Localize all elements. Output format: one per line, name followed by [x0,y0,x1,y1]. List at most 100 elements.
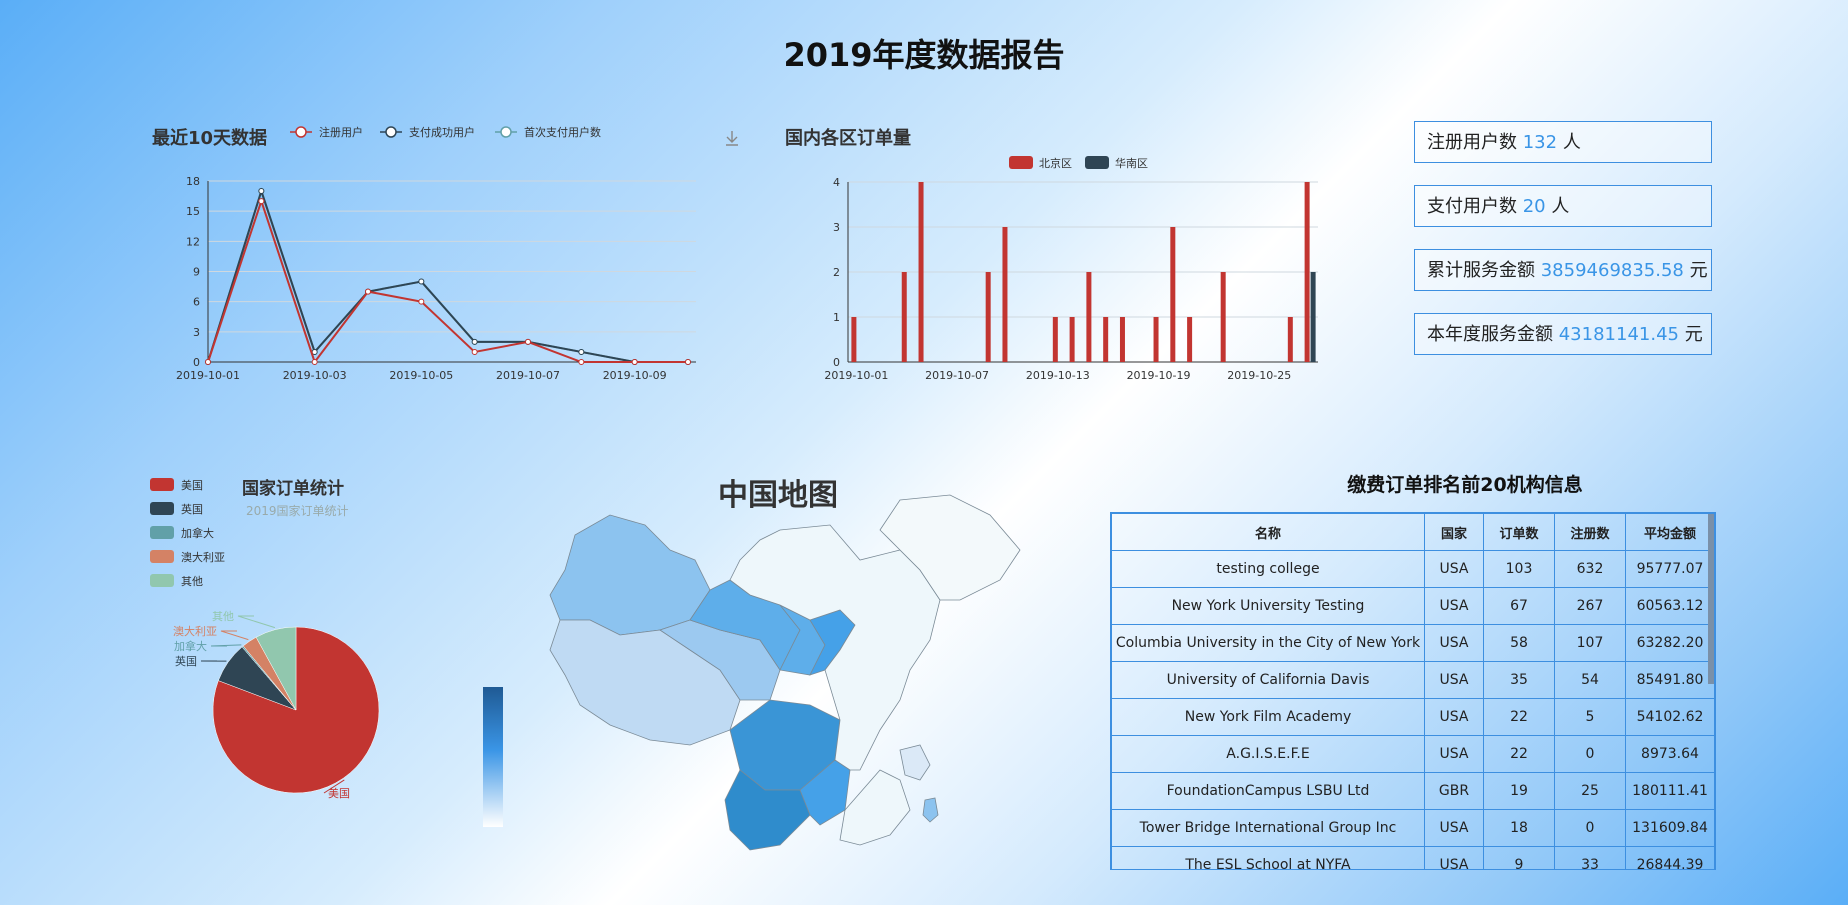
table-row[interactable]: New York Film Academy USA 22 5 54102.62 [1111,698,1715,736]
legend-label[interactable]: 北京区 [1039,156,1072,170]
table-row[interactable]: Columbia University in the City of New Y… [1111,624,1715,662]
table-cell: USA [1424,735,1484,773]
table-cell: 54 [1554,661,1626,699]
map-region[interactable] [724,769,811,851]
pie-slice[interactable] [255,626,297,711]
map-visual-map-bar[interactable] [483,687,503,827]
bar[interactable] [985,272,991,362]
table-cell: 22 [1483,698,1555,736]
col-header-avg-amount: 平均金额 [1625,513,1715,551]
legend-label[interactable]: 其他 [181,575,203,588]
legend-label[interactable]: 英国 [181,502,203,516]
table-cell: USA [1424,661,1484,699]
legend-label[interactable]: 澳大利亚 [181,550,225,564]
data-point[interactable] [578,348,585,355]
bar[interactable] [1052,317,1058,362]
table-cell: 25 [1554,772,1626,810]
table-cell: New York Film Academy [1111,698,1425,736]
data-point[interactable] [418,298,425,305]
table-cell: USA [1424,587,1484,625]
legend-marker[interactable] [1085,156,1109,169]
col-header-orders: 订单数 [1483,513,1555,551]
bar[interactable] [1069,317,1075,362]
table-cell: 180111.41 [1625,772,1715,810]
map-region[interactable] [879,494,1021,601]
table-row[interactable]: University of California Davis USA 35 54 854… [1111,661,1715,699]
pie-label: 加拿大 [174,639,207,653]
y-tick-label: 0 [833,356,840,369]
legend-marker[interactable] [150,478,174,491]
legend-marker[interactable] [500,126,512,138]
map-region[interactable] [922,797,939,823]
data-point[interactable] [471,338,478,345]
legend-label[interactable]: 首次支付用户数 [524,125,601,139]
y-tick-label: 15 [186,205,200,218]
table-row[interactable]: New York University Testing USA 67 267 60563… [1111,587,1715,625]
legend-marker[interactable] [150,526,174,539]
bar[interactable] [918,182,924,362]
stat-label: 本年度服务金额 [1427,324,1553,345]
table-cell: 107 [1554,624,1626,662]
table-row[interactable]: A.G.I.S.E.F.E USA 22 0 8973.64 [1111,735,1715,773]
ranking-table-container[interactable]: 名称 国家 订单数 注册数 平均金额 testing college USA 103… [1110,512,1716,870]
table-cell: 63282.20 [1625,624,1715,662]
bar[interactable] [1287,317,1293,362]
table-scrollbar[interactable] [1708,514,1714,684]
data-point[interactable] [258,198,265,205]
data-point[interactable] [258,188,265,195]
data-point[interactable] [578,359,585,365]
map-region[interactable] [549,514,711,636]
legend-marker[interactable] [385,126,397,138]
legend-label[interactable]: 注册用户 [319,125,363,139]
data-point[interactable] [205,359,211,365]
table-cell: A.G.I.S.E.F.E [1111,735,1425,773]
bar[interactable] [851,317,857,362]
legend-marker[interactable] [1009,156,1033,169]
legend-label[interactable]: 加拿大 [181,526,214,540]
bar[interactable] [1187,317,1193,362]
table-row[interactable]: FoundationCampus LSBU Ltd GBR 19 25 180111.4… [1111,772,1715,810]
table-row[interactable]: Tower Bridge International Group Inc USA 1… [1111,809,1715,847]
pie-slice[interactable] [212,626,380,794]
legend-marker[interactable] [150,550,174,563]
data-point[interactable] [525,338,531,345]
bar[interactable] [1086,272,1092,362]
x-tick-label: 2019-10-01 [824,369,888,382]
y-tick-label: 1 [833,311,840,324]
data-point[interactable] [418,278,425,285]
legend-marker[interactable] [150,502,174,515]
table-row[interactable]: The ESL School at NYFA USA 9 33 26844.39 [1111,846,1715,869]
table-cell: 26844.39 [1625,846,1715,869]
data-point[interactable] [365,288,371,295]
y-tick-label: 12 [186,235,200,248]
data-point[interactable] [685,359,691,365]
legend-marker[interactable] [150,574,174,587]
bar[interactable] [1119,317,1125,362]
legend-label[interactable]: 华南区 [1115,156,1148,170]
bar[interactable] [901,272,907,362]
bar[interactable] [1103,317,1109,362]
legend-label[interactable]: 支付成功用户 [409,125,475,139]
line-chart-title: 最近10天数据 [152,128,268,149]
bar[interactable] [1220,272,1226,362]
bar[interactable] [1310,272,1316,362]
legend-label[interactable]: 美国 [181,479,203,492]
map-region[interactable] [899,744,931,781]
table-row[interactable]: testing college USA 103 632 95777.07 [1111,550,1715,588]
table-cell: GBR [1424,772,1484,810]
legend-marker[interactable] [295,126,307,138]
y-tick-label: 3 [833,221,840,234]
table-cell: 0 [1554,735,1626,773]
data-point[interactable] [471,348,478,355]
x-tick-label: 2019-10-03 [283,369,347,382]
download-icon[interactable] [726,131,738,146]
bar[interactable] [1304,182,1310,362]
data-point[interactable] [631,359,638,365]
data-point[interactable] [311,359,318,365]
bar[interactable] [1170,227,1176,362]
table-cell: 5 [1554,698,1626,736]
map-region[interactable] [839,769,911,846]
bar[interactable] [1153,317,1159,362]
bar[interactable] [1002,227,1008,362]
